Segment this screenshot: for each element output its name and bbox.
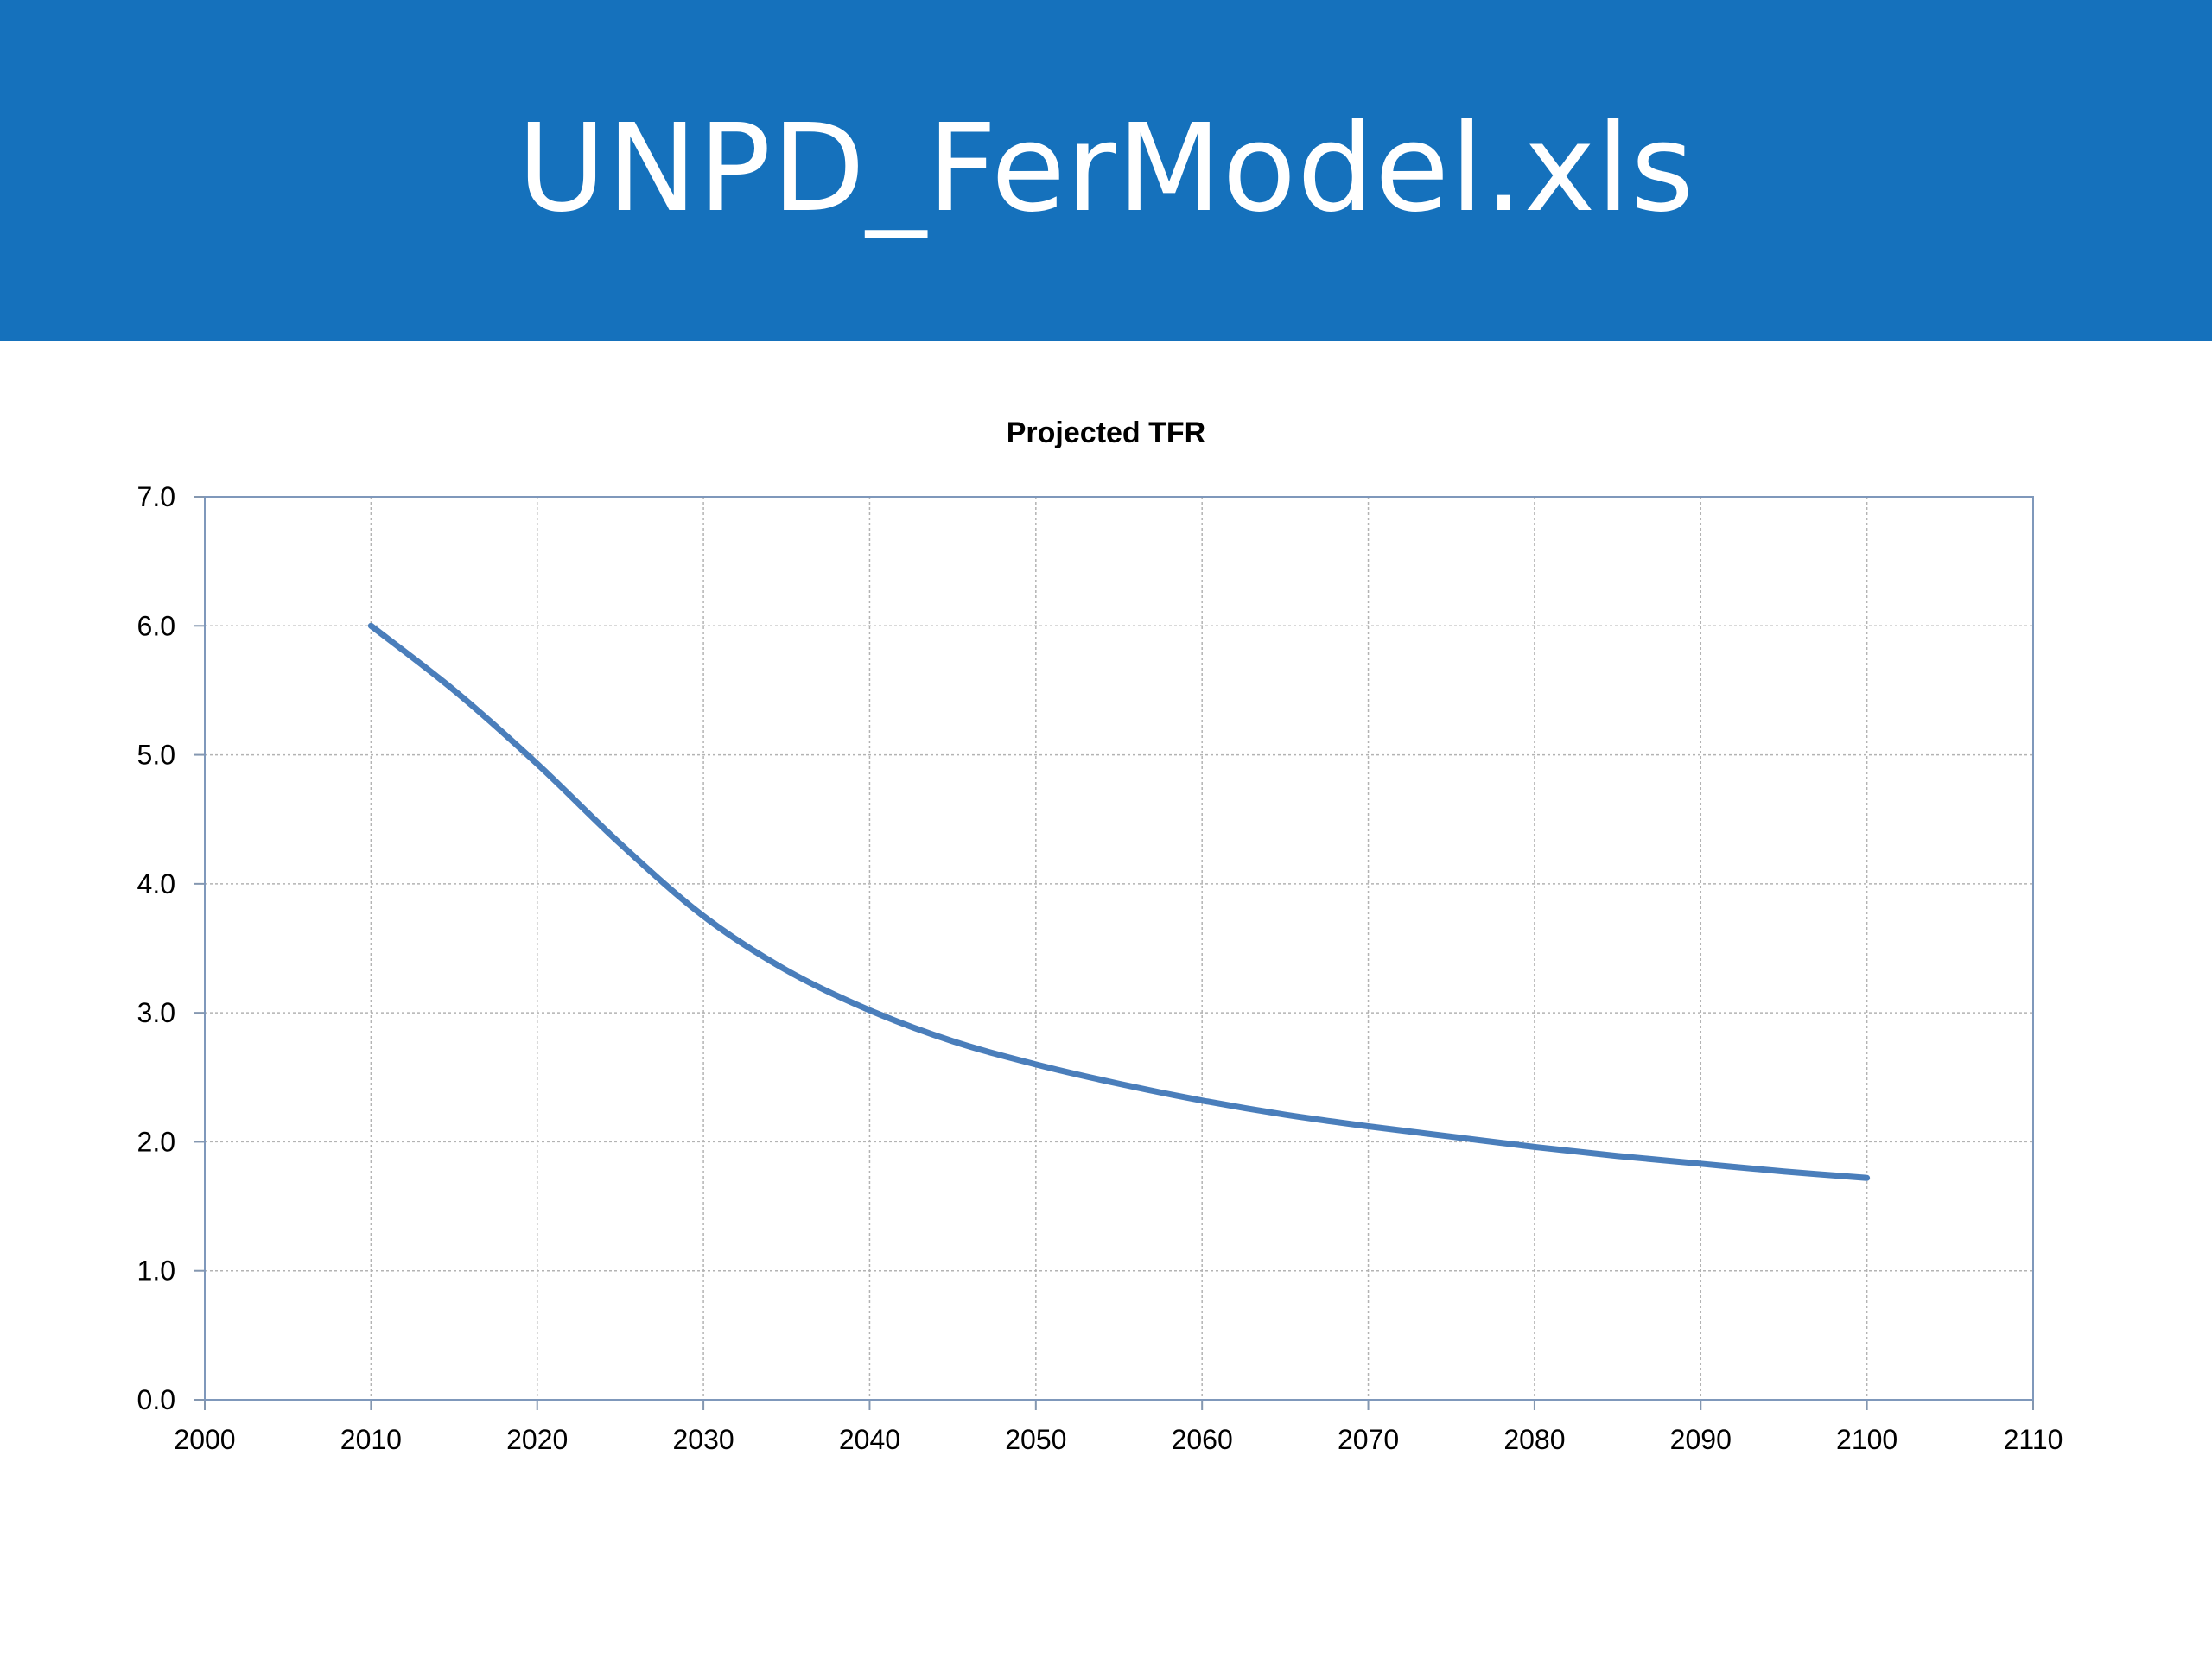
- x-tick-label: 2070: [1338, 1424, 1399, 1455]
- y-tick-label: 4.0: [137, 868, 175, 899]
- x-tick-label: 2100: [1836, 1424, 1897, 1455]
- y-axis-ticks: 0.0 1.0 2.0 3.0 4.0 5.0 6.0 7.0: [137, 481, 175, 1415]
- y-tick-label: 7.0: [137, 481, 175, 512]
- x-axis-ticks: 2000 2010 2020 2030 2040 2050 2060 2070 2080 2090…: [174, 1424, 2063, 1455]
- x-tick-label: 2040: [839, 1424, 900, 1455]
- y-tick-label: 6.0: [137, 610, 175, 641]
- y-tick-label: 0.0: [137, 1384, 175, 1415]
- y-tick-label: 5.0: [137, 740, 175, 771]
- x-tick-label: 2020: [506, 1424, 568, 1455]
- plot-border: [204, 496, 2034, 1401]
- x-tick-label: 2060: [1172, 1424, 1233, 1455]
- plot-area-background: [205, 497, 2033, 1400]
- x-tick-label: 2090: [1670, 1424, 1732, 1455]
- x-tick-label: 2030: [672, 1424, 734, 1455]
- x-tick-label: 2110: [2004, 1424, 2063, 1455]
- y-tick-label: 1.0: [137, 1255, 175, 1287]
- axes: [194, 496, 2034, 1410]
- y-tick-label: 2.0: [137, 1126, 175, 1157]
- title-banner: UNPD_FerModel.xls: [0, 0, 2212, 341]
- slide-title: UNPD_FerModel.xls: [517, 98, 1695, 239]
- series-line: [367, 622, 1871, 1181]
- x-tick-label: 2080: [1503, 1424, 1565, 1455]
- grid-lines: [205, 497, 2033, 1400]
- chart-title: Projected TFR: [1007, 416, 1205, 449]
- line-chart: Projected TFR 2000 2010 2020 2030 2040 2050 20…: [137, 416, 2063, 1455]
- x-tick-label: 2050: [1005, 1424, 1066, 1455]
- x-tick-label: 2010: [340, 1424, 402, 1455]
- y-tick-label: 3.0: [137, 997, 175, 1028]
- x-tick-label: 2000: [174, 1424, 235, 1455]
- series-layer: [367, 622, 1871, 1181]
